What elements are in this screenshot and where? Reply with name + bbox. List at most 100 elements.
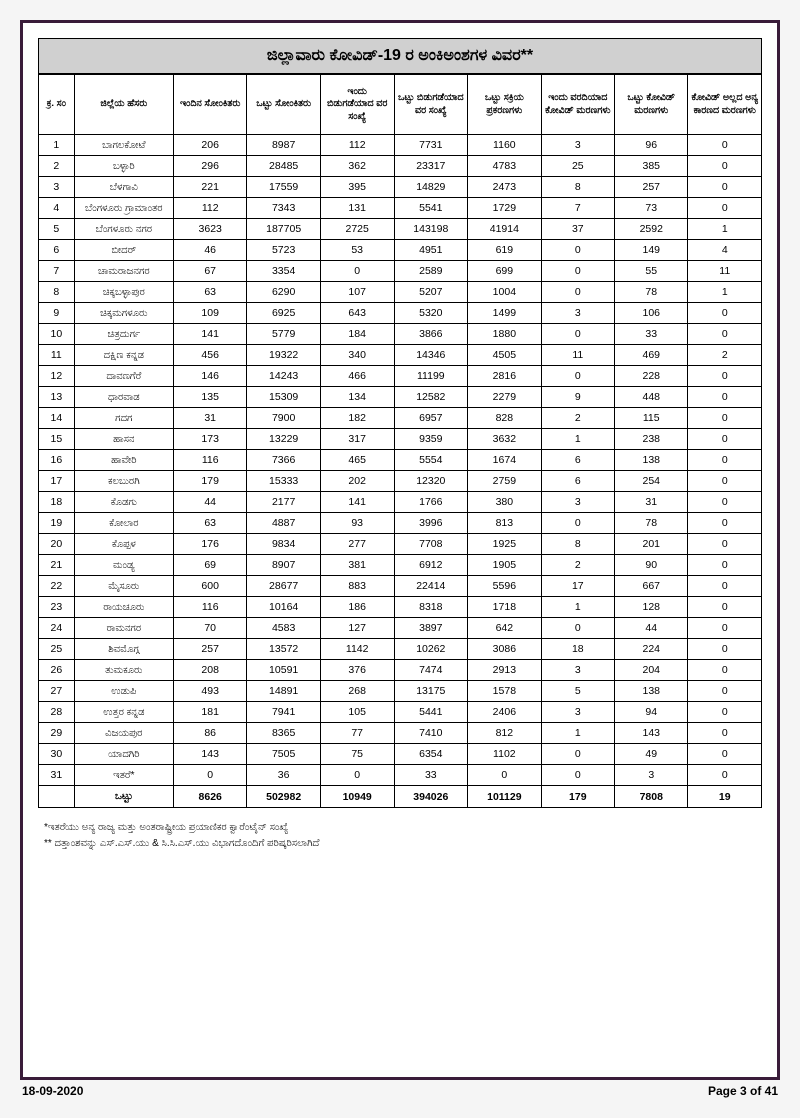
cell-value: 0 xyxy=(688,744,762,765)
cell-value: 238 xyxy=(615,429,688,450)
cell-value: 22414 xyxy=(394,576,468,597)
cell-value: 0 xyxy=(320,765,394,786)
cell-sl: 10 xyxy=(39,324,75,345)
header-total-discharged: ಒಟ್ಟು ಬಿಡುಗಡೆಯಾದ ವರ ಸಂಖ್ಯೆ xyxy=(394,75,468,135)
cell-value: 340 xyxy=(320,345,394,366)
cell-value: 0 xyxy=(541,324,614,345)
cell-value: 11 xyxy=(688,261,762,282)
cell-district: ಚಿಕ್ಕಬಳ್ಳಾಪುರ xyxy=(74,282,173,303)
cell-value: 186 xyxy=(320,597,394,618)
table-row: 2ಬಳ್ಳಾರಿ29628485362233174783253850 xyxy=(39,156,762,177)
cell-value: 15309 xyxy=(247,387,320,408)
cell-value: 4783 xyxy=(468,156,541,177)
cell-value: 86 xyxy=(173,723,246,744)
cell-district: ಬೆಂಗಳೂರು ನಗರ xyxy=(74,219,173,240)
cell-sl: 8 xyxy=(39,282,75,303)
cell-value: 1578 xyxy=(468,681,541,702)
header-non-covid-deaths: ಕೋವಿಡ್ ಅಲ್ಲದ ಅನ್ಯ ಕಾರಣದ ಮರಣಗಳು xyxy=(688,75,762,135)
cell-value: 149 xyxy=(615,240,688,261)
cell-value: 0 xyxy=(688,303,762,324)
cell-value: 3086 xyxy=(468,639,541,660)
table-row: 25ಶಿವಮೊಗ್ಗ257135721142102623086182240 xyxy=(39,639,762,660)
cell-district: ಉತ್ತರ ಕನ್ನಡ xyxy=(74,702,173,723)
cell-sl: 12 xyxy=(39,366,75,387)
cell-sl: 22 xyxy=(39,576,75,597)
cell-total-value: 7808 xyxy=(615,786,688,808)
table-header: ಕ್ರ. ಸಂ ಜಿಲ್ಲೆಯ ಹೆಸರು ಇಂದಿನ ಸೋಂಕಿತರು ಒಟ್… xyxy=(39,75,762,135)
cell-district: ವಿಜಯಪುರ xyxy=(74,723,173,744)
cell-value: 3 xyxy=(541,492,614,513)
cell-value: 12582 xyxy=(394,387,468,408)
cell-value: 131 xyxy=(320,198,394,219)
cell-value: 0 xyxy=(688,177,762,198)
cell-value: 182 xyxy=(320,408,394,429)
cell-value: 11199 xyxy=(394,366,468,387)
cell-district: ಚಾಮರಾಜನಗರ xyxy=(74,261,173,282)
cell-value: 78 xyxy=(615,513,688,534)
cell-value: 0 xyxy=(688,324,762,345)
cell-value: 0 xyxy=(688,618,762,639)
cell-value: 7900 xyxy=(247,408,320,429)
table-row: 12ದಾವಣಗೆರೆ1461424346611199281602280 xyxy=(39,366,762,387)
cell-value: 8365 xyxy=(247,723,320,744)
cell-district: ಗದಗ xyxy=(74,408,173,429)
cell-value: 23317 xyxy=(394,156,468,177)
table-body: 1ಬಾಗಲಕೋಟೆ20689871127731116039602ಬಳ್ಳಾರಿ2… xyxy=(39,135,762,808)
cell-value: 5596 xyxy=(468,576,541,597)
cell-value: 44 xyxy=(615,618,688,639)
cell-value: 70 xyxy=(173,618,246,639)
cell-sl: 30 xyxy=(39,744,75,765)
cell-district: ಕೊಪ್ಪಳ xyxy=(74,534,173,555)
table-row: 13ಧಾರವಾಡ1351530913412582227994480 xyxy=(39,387,762,408)
cell-value: 8318 xyxy=(394,597,468,618)
cell-value: 7410 xyxy=(394,723,468,744)
cell-value: 1 xyxy=(541,723,614,744)
cell-district: ರಾಯಚೂರು xyxy=(74,597,173,618)
table-row: 11ದಕ್ಷಿಣ ಕನ್ನಡ45619322340143464505114692 xyxy=(39,345,762,366)
cell-value: 14346 xyxy=(394,345,468,366)
cell-value: 141 xyxy=(173,324,246,345)
cell-value: 619 xyxy=(468,240,541,261)
cell-value: 1674 xyxy=(468,450,541,471)
cell-district: ತುಮಕೂರು xyxy=(74,660,173,681)
cell-value: 1 xyxy=(688,219,762,240)
cell-value: 11 xyxy=(541,345,614,366)
cell-sl: 11 xyxy=(39,345,75,366)
cell-sl: 29 xyxy=(39,723,75,744)
cell-value: 37 xyxy=(541,219,614,240)
cell-value: 2279 xyxy=(468,387,541,408)
cell-value: 33 xyxy=(615,324,688,345)
cell-value: 2589 xyxy=(394,261,468,282)
cell-sl: 31 xyxy=(39,765,75,786)
cell-value: 2473 xyxy=(468,177,541,198)
cell-value: 0 xyxy=(688,135,762,156)
cell-value: 184 xyxy=(320,324,394,345)
footer-date: 18-09-2020 xyxy=(22,1084,83,1098)
cell-value: 49 xyxy=(615,744,688,765)
table-row: 3ಬೆಳಗಾವಿ2211755939514829247382570 xyxy=(39,177,762,198)
cell-value: 134 xyxy=(320,387,394,408)
cell-value: 395 xyxy=(320,177,394,198)
cell-value: 3623 xyxy=(173,219,246,240)
cell-value: 362 xyxy=(320,156,394,177)
cell-value: 0 xyxy=(688,471,762,492)
cell-value: 4583 xyxy=(247,618,320,639)
cell-sl: 21 xyxy=(39,555,75,576)
cell-value: 146 xyxy=(173,366,246,387)
table-row: 23ರಾಯಚೂರು116101641868318171811280 xyxy=(39,597,762,618)
cell-value: 0 xyxy=(688,366,762,387)
data-table: ಕ್ರ. ಸಂ ಜಿಲ್ಲೆಯ ಹೆಸರು ಇಂದಿನ ಸೋಂಕಿತರು ಒಟ್… xyxy=(38,74,762,808)
table-row: 7ಚಾಮರಾಜನಗರ6733540258969905511 xyxy=(39,261,762,282)
cell-value: 69 xyxy=(173,555,246,576)
cell-sl: 13 xyxy=(39,387,75,408)
cell-value: 115 xyxy=(615,408,688,429)
cell-value: 0 xyxy=(688,723,762,744)
cell-value: 28677 xyxy=(247,576,320,597)
cell-value: 0 xyxy=(688,387,762,408)
cell-value: 0 xyxy=(688,198,762,219)
cell-value: 5320 xyxy=(394,303,468,324)
table-row: 19ಕೋಲಾರ6348879339968130780 xyxy=(39,513,762,534)
cell-value: 109 xyxy=(173,303,246,324)
cell-value: 5779 xyxy=(247,324,320,345)
cell-value: 0 xyxy=(541,261,614,282)
